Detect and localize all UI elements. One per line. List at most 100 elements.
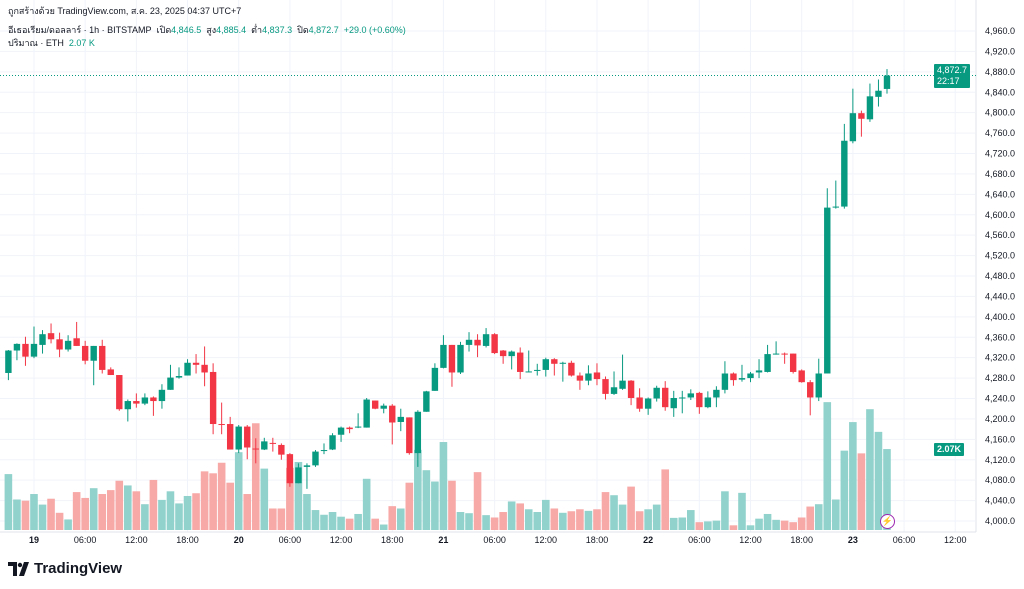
x-tick-label: 12:00 <box>739 535 762 545</box>
candle-body <box>30 343 38 357</box>
volume-bar <box>260 468 269 530</box>
volume-bar <box>396 508 405 530</box>
x-tick-label: 06:00 <box>74 535 97 545</box>
volume-bar <box>132 491 141 530</box>
volume-bar <box>124 485 132 530</box>
candle-body <box>704 397 712 408</box>
volume-bar <box>209 473 217 530</box>
candle-body <box>380 405 387 409</box>
candle-body <box>278 444 285 455</box>
candle-body <box>107 369 114 376</box>
x-tick-label: 22 <box>643 535 653 545</box>
candle-body <box>841 140 848 207</box>
candle-body <box>90 345 97 361</box>
x-tick-label: 23 <box>848 535 858 545</box>
volume-tag: 2.07K <box>934 443 965 456</box>
candle-body <box>47 333 55 340</box>
close-label: ปิด <box>297 25 309 35</box>
y-tick-label: 4,280.0 <box>985 373 1015 383</box>
candle-body <box>789 353 797 372</box>
x-tick-label: 18:00 <box>381 535 404 545</box>
candle-body <box>832 206 840 208</box>
volume-bar <box>277 508 286 530</box>
volume-bar <box>729 525 738 530</box>
candle-body <box>798 370 805 383</box>
y-tick-label: 4,920.0 <box>985 46 1015 56</box>
volume-bar <box>192 493 200 530</box>
volume-bar <box>286 467 294 530</box>
volume-bar <box>473 472 482 530</box>
candle-body <box>772 353 780 355</box>
candle-body <box>226 424 234 450</box>
candle-body <box>721 373 729 390</box>
symbol-name[interactable]: อีเธอเรียม/ดอลลาร์ · 1h · BITSTAMP <box>8 25 152 35</box>
volume-bar <box>431 481 439 530</box>
high-label: สูง <box>206 25 217 35</box>
volume-bar <box>618 504 627 530</box>
candle-body <box>815 373 822 398</box>
low-value: 4,837.3 <box>262 25 293 35</box>
brand-name: TradingView <box>34 560 123 577</box>
y-tick-label: 4,120.0 <box>985 455 1015 465</box>
volume-bar <box>533 512 542 530</box>
candle-body <box>627 380 635 398</box>
volume-bar <box>47 498 55 530</box>
tradingview-logo: TradingView <box>8 560 122 577</box>
y-tick-label: 4,240.0 <box>985 394 1015 404</box>
candle-body <box>559 362 567 364</box>
candle-body <box>269 442 277 444</box>
candle-body <box>542 359 549 370</box>
volume-bar <box>362 478 371 530</box>
candle-body <box>99 345 106 370</box>
candle-body <box>116 375 123 410</box>
change-value: +29.0 (+0.60%) <box>343 25 406 35</box>
x-tick-label: 06:00 <box>893 535 916 545</box>
y-tick-label: 4,680.0 <box>985 169 1015 179</box>
candle-body <box>337 427 345 435</box>
candle-body <box>576 375 584 381</box>
lightning-icon[interactable]: ⚡ <box>880 514 895 529</box>
last-price-tag: 4,872.7 22:17 <box>934 64 971 88</box>
y-tick-label: 4,320.0 <box>985 353 1015 363</box>
volume-bar <box>874 431 883 530</box>
volume-label: ปริมาณ · ETH <box>8 38 64 48</box>
volume-bar <box>704 521 712 530</box>
candle-body <box>653 387 660 399</box>
candle-body <box>320 450 328 452</box>
candle-body <box>209 371 217 425</box>
volume-bar <box>388 506 397 530</box>
candle-body <box>22 343 29 357</box>
candle-body <box>738 378 746 380</box>
y-tick-label: 4,800.0 <box>985 108 1015 118</box>
x-tick-label: 21 <box>438 535 448 545</box>
last-price: 4,872.7 <box>937 65 968 75</box>
volume-bar <box>448 480 456 530</box>
x-tick-label: 06:00 <box>279 535 302 545</box>
low-label: ต่ำ <box>251 25 263 35</box>
volume-bar <box>379 524 388 530</box>
volume-bar <box>4 474 13 530</box>
bar-countdown: 22:17 <box>937 76 960 86</box>
volume-bar <box>175 503 183 530</box>
candle-body <box>849 113 857 142</box>
volume-bar <box>354 513 362 530</box>
volume-bar <box>115 480 124 530</box>
volume-bar <box>226 482 234 530</box>
candle-body <box>713 389 720 398</box>
volume-bar <box>669 517 678 530</box>
volume-bar <box>243 494 252 530</box>
candle-body <box>883 75 891 89</box>
volume-bar <box>763 513 772 530</box>
volume-bar <box>601 492 610 530</box>
y-tick-label: 4,880.0 <box>985 67 1015 77</box>
open-label: เปิด <box>156 25 172 35</box>
volume-bar <box>269 508 277 530</box>
candle-body <box>755 370 763 373</box>
candle-body <box>406 417 413 454</box>
volume-bar <box>857 453 866 530</box>
candle-body <box>670 397 677 409</box>
y-tick-label: 4,400.0 <box>985 312 1015 322</box>
x-tick-label: 19 <box>29 535 39 545</box>
x-tick-label: 12:00 <box>535 535 558 545</box>
